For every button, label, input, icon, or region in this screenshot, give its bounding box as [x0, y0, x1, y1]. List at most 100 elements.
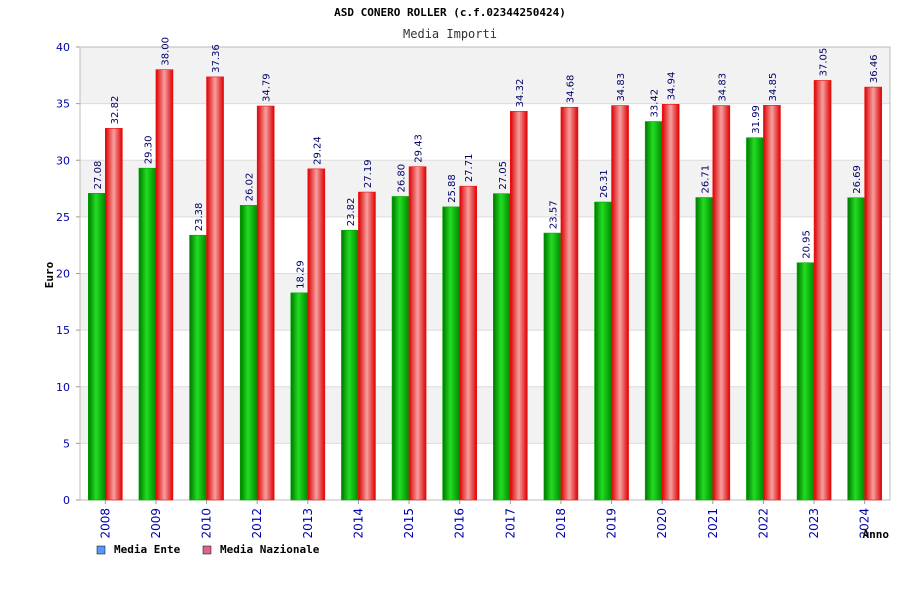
plot-border: [79, 46, 891, 501]
bar-media-ente-2023: [796, 262, 815, 501]
x-tick-label-2010: 2010: [200, 508, 214, 539]
bar-media-nazionale-2019: [611, 105, 629, 501]
chart-title: ASD CONERO ROLLER (c.f.02344250424): [334, 6, 566, 19]
bar-media-nazionale-2016: [459, 185, 477, 501]
data-label-media-nazionale-2013: 29.24: [312, 136, 323, 165]
bar-media-ente-2015: [391, 196, 410, 501]
x-tick-label-2020: 2020: [655, 508, 669, 539]
x-tick-label-2017: 2017: [503, 508, 517, 539]
legend-swatch-media-nazionale: [202, 545, 212, 555]
data-label-media-nazionale-2019: 34.83: [616, 73, 627, 102]
bar-media-nazionale-2012: [256, 105, 275, 501]
data-label-media-ente-2009: 29.30: [143, 136, 154, 165]
bar-media-ente-2008: [88, 193, 106, 501]
y-tick-label: 35: [56, 98, 70, 111]
x-axis-label: Anno: [863, 528, 890, 541]
data-label-media-nazionale-2021: 34.83: [717, 73, 728, 102]
legend-label-media-nazionale: Media Nazionale: [220, 543, 320, 556]
data-label-media-nazionale-2010: 37.36: [211, 44, 222, 73]
x-tick-label-2008: 2008: [98, 508, 112, 539]
data-label-media-ente-2013: 18.29: [295, 260, 306, 289]
data-label-media-ente-2019: 26.31: [599, 169, 610, 198]
y-tick-label: 5: [63, 437, 70, 450]
data-label-media-ente-2022: 31.99: [751, 105, 762, 134]
chart-subtitle: Media Importi: [403, 27, 497, 41]
data-label-media-ente-2021: 26.71: [700, 165, 711, 194]
data-label-media-ente-2010: 23.38: [194, 203, 205, 232]
bar-media-ente-2022: [746, 137, 764, 501]
x-tick-label-2018: 2018: [554, 508, 568, 539]
bar-media-nazionale-2017: [510, 111, 528, 501]
x-tick-label-2015: 2015: [402, 508, 416, 539]
data-label-media-nazionale-2008: 32.82: [110, 96, 121, 125]
bar-media-ente-2018: [543, 232, 562, 501]
y-axis-label: Euro: [43, 261, 56, 288]
data-label-media-nazionale-2016: 27.71: [464, 154, 475, 183]
legend: Media Ente Media Nazionale: [96, 543, 320, 556]
data-label-media-nazionale-2009: 38.00: [160, 37, 171, 66]
data-label-media-ente-2012: 26.02: [245, 173, 256, 202]
data-label-media-ente-2018: 23.57: [548, 200, 559, 229]
data-label-media-nazionale-2020: 34.94: [667, 72, 678, 101]
bar-media-nazionale-2022: [763, 105, 781, 501]
bar-media-ente-2017: [493, 193, 511, 501]
bar-media-ente-2021: [695, 197, 714, 501]
x-tick-label-2019: 2019: [605, 508, 619, 539]
bar-media-nazionale-2023: [813, 80, 832, 501]
bar-media-nazionale-2024: [864, 86, 882, 501]
x-tick-label-2013: 2013: [301, 508, 315, 539]
data-label-media-ente-2017: 27.05: [498, 161, 509, 190]
x-tick-label-2016: 2016: [453, 508, 467, 539]
data-label-media-nazionale-2018: 34.68: [565, 75, 576, 104]
bar-media-nazionale-2013: [307, 168, 326, 501]
bar-media-nazionale-2014: [358, 191, 376, 501]
data-label-media-nazionale-2017: 34.32: [515, 79, 526, 108]
data-label-media-nazionale-2014: 27.19: [363, 159, 374, 188]
bar-media-nazionale-2018: [560, 106, 579, 501]
y-tick-label: 20: [56, 268, 70, 281]
x-tick-label-2023: 2023: [807, 508, 821, 539]
bar-media-nazionale-2020: [661, 104, 680, 501]
bar-media-ente-2014: [341, 229, 359, 501]
y-tick-label: 0: [63, 494, 70, 507]
x-tick-label-2024: 2024: [858, 508, 872, 539]
x-tick-label-2009: 2009: [149, 508, 163, 539]
data-label-media-ente-2015: 26.80: [397, 164, 408, 193]
plot-area: 0 5 10 15 20 25 30 35 40 27.08 32.82 2008 29.30 38.00…: [56, 37, 891, 539]
legend-label-media-ente: Media Ente: [114, 543, 181, 556]
x-tick-label-2014: 2014: [351, 508, 365, 539]
data-label-media-ente-2023: 20.95: [802, 230, 813, 259]
bar-media-ente-2020: [644, 121, 663, 501]
bar-media-ente-2013: [290, 292, 309, 501]
bar-media-ente-2010: [189, 234, 207, 501]
data-label-media-nazionale-2022: 34.85: [768, 73, 779, 102]
y-tick-label: 30: [56, 154, 70, 167]
data-label-media-nazionale-2015: 29.43: [414, 134, 425, 163]
data-label-media-ente-2014: 23.82: [346, 198, 357, 227]
bar-media-nazionale-2008: [105, 128, 123, 501]
bar-media-ente-2016: [442, 206, 460, 501]
data-label-media-ente-2016: 25.88: [447, 174, 458, 203]
y-tick-label: 25: [56, 211, 70, 224]
bar-media-ente-2019: [594, 201, 612, 501]
x-tick-label-2021: 2021: [706, 508, 720, 539]
legend-swatch-media-ente: [96, 545, 106, 555]
bar-media-ente-2012: [239, 205, 258, 501]
y-tick-label: 40: [56, 41, 70, 54]
bar-media-ente-2024: [847, 197, 865, 501]
bar-media-nazionale-2010: [206, 76, 224, 501]
y-tick-label: 10: [56, 381, 70, 394]
x-tick-label-2022: 2022: [756, 508, 770, 539]
data-label-media-nazionale-2023: 37.05: [819, 48, 830, 77]
data-label-media-nazionale-2012: 34.79: [262, 73, 273, 102]
data-label-media-nazionale-2024: 36.46: [869, 54, 880, 83]
bar-media-nazionale-2015: [408, 166, 427, 501]
data-label-media-ente-2020: 33.42: [650, 89, 661, 118]
data-label-media-ente-2008: 27.08: [93, 161, 104, 190]
y-tick-label: 15: [56, 324, 70, 337]
bar-media-nazionale-2021: [712, 105, 731, 501]
bar-media-ente-2009: [138, 167, 157, 501]
data-label-media-ente-2024: 26.69: [852, 165, 863, 194]
bar-media-nazionale-2009: [155, 69, 174, 501]
